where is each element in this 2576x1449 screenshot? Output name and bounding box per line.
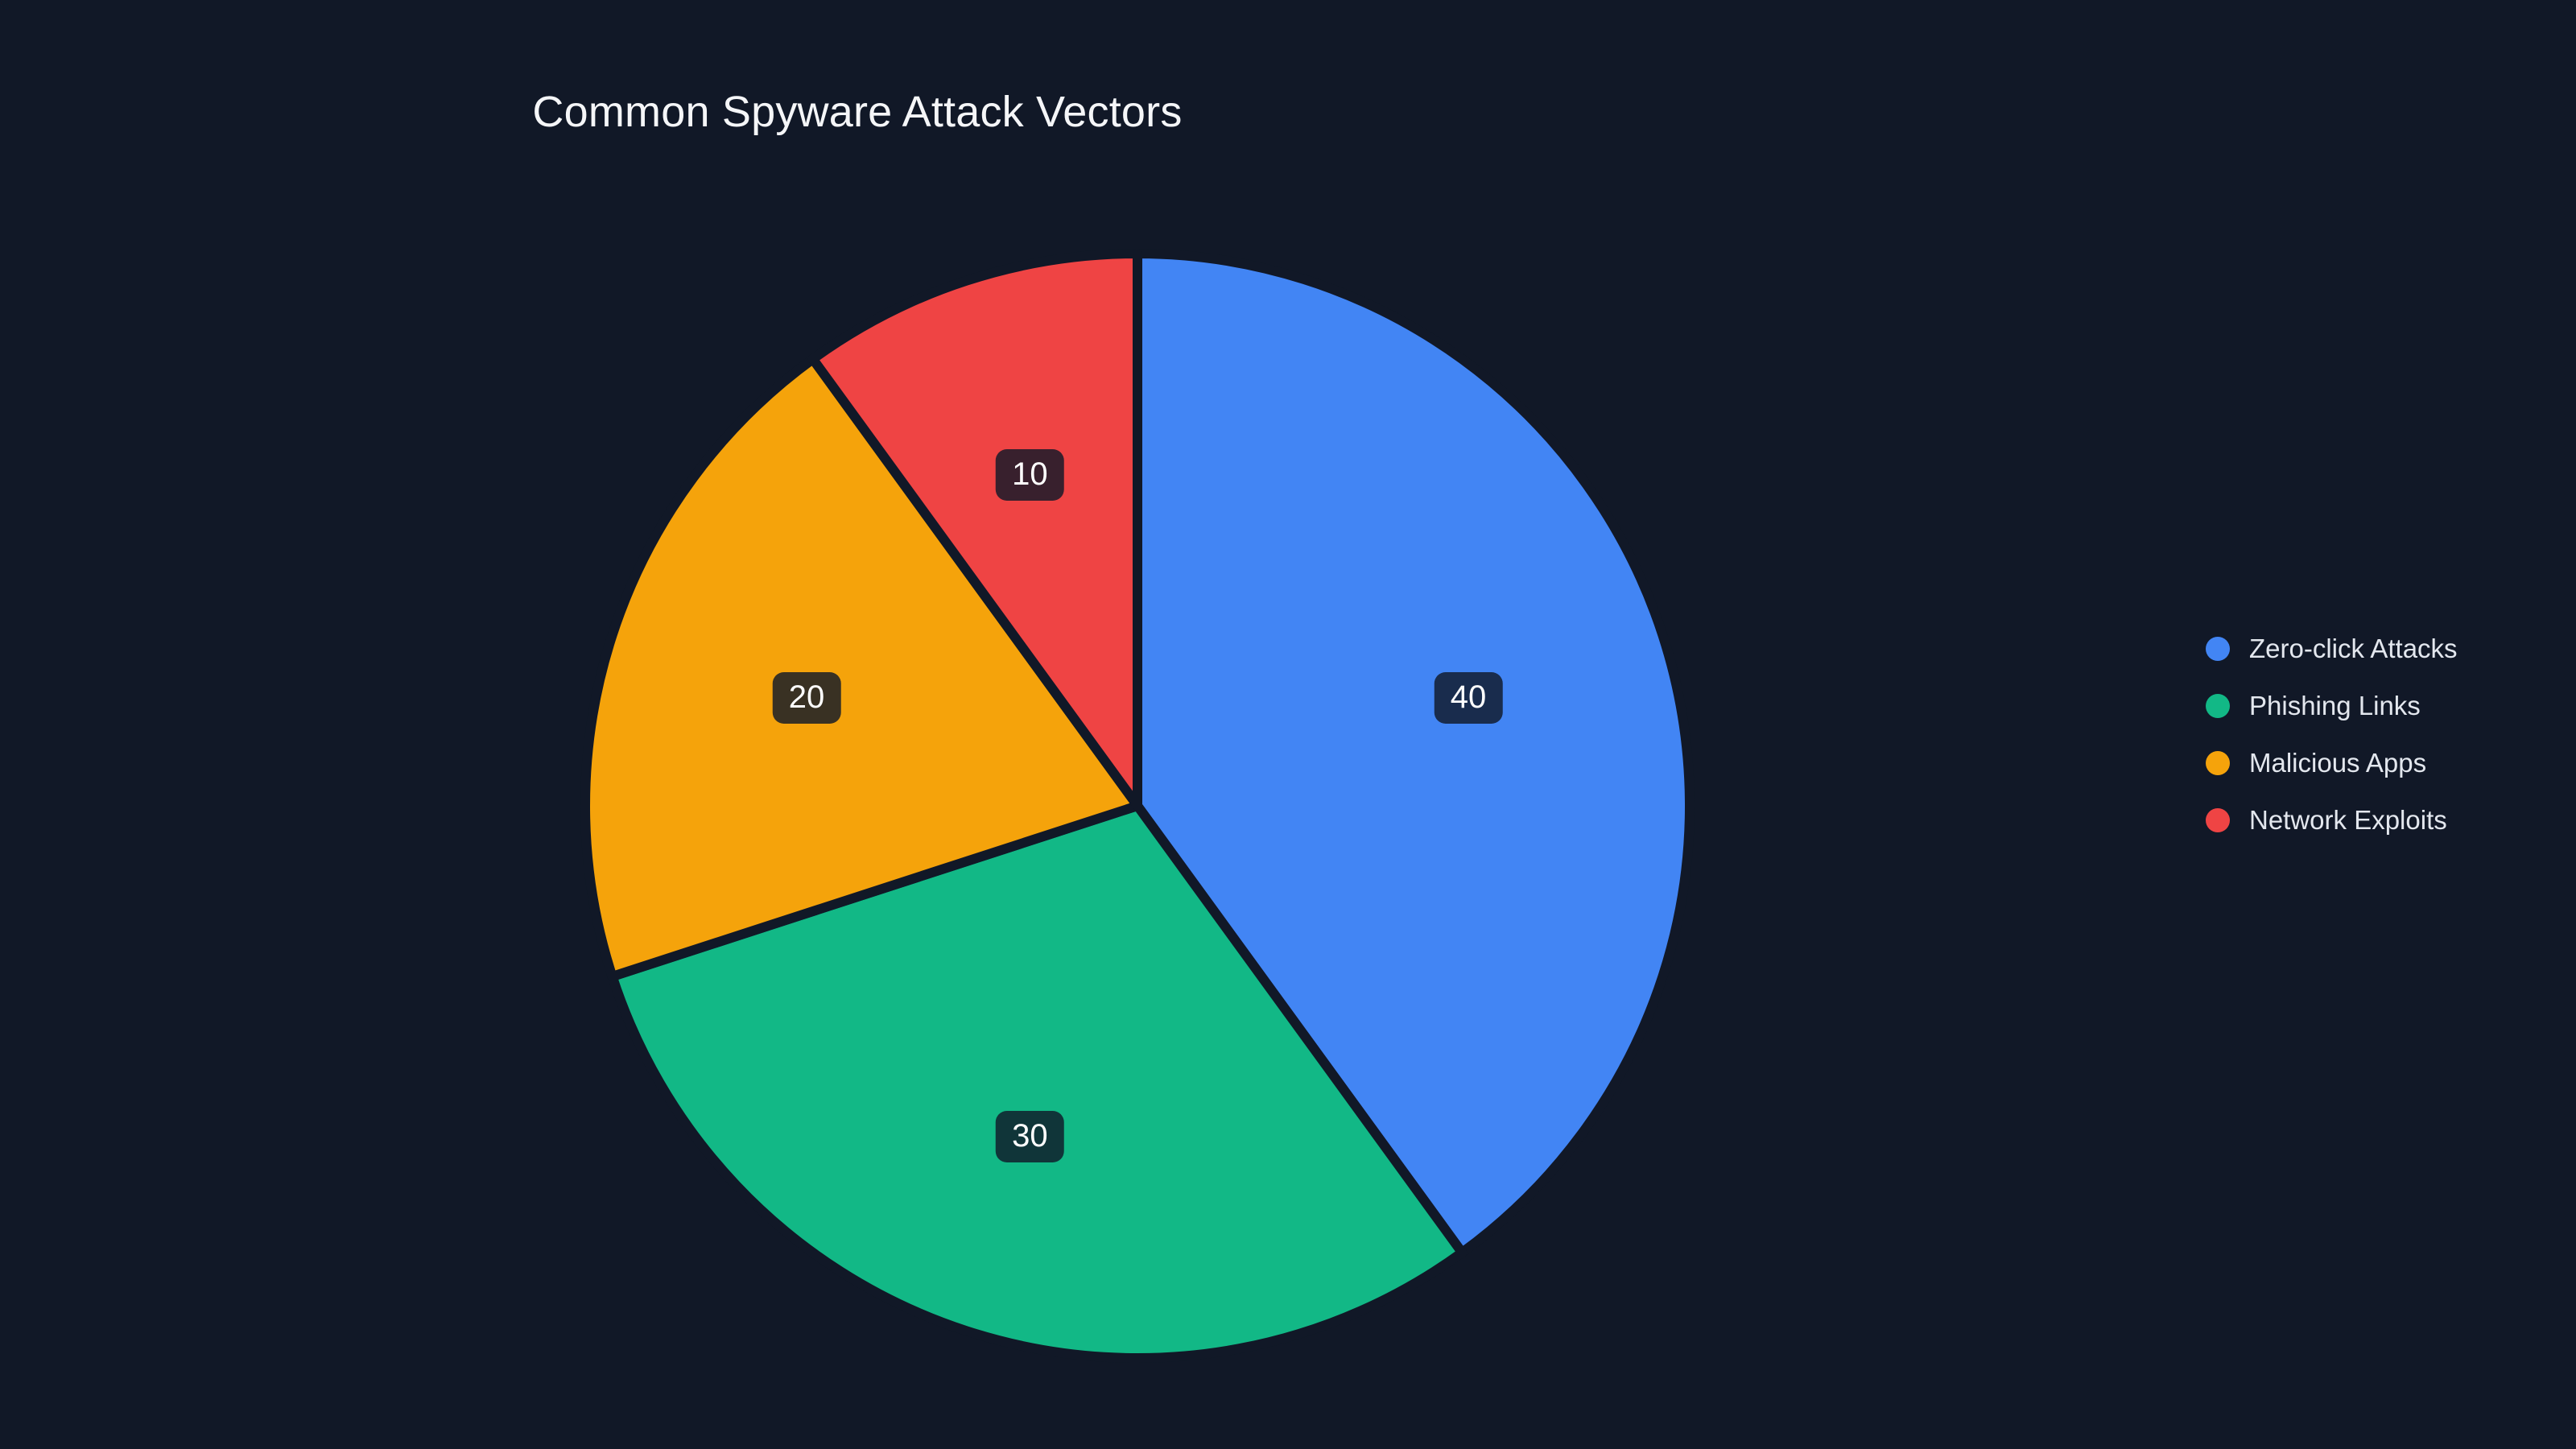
pie-slice[interactable] <box>1133 249 1695 1257</box>
legend-item[interactable]: Phishing Links <box>2206 677 2544 734</box>
legend-swatch-icon <box>2206 807 2230 832</box>
legend-item-label: Zero-click Attacks <box>2249 634 2458 663</box>
slice-value-label: 20 <box>772 672 841 724</box>
legend-item-label: Phishing Links <box>2249 691 2421 720</box>
legend-swatch-icon <box>2206 636 2230 661</box>
legend-item[interactable]: Malicious Apps <box>2206 734 2544 791</box>
pie-slice[interactable] <box>607 801 1468 1364</box>
slice-value-label: 30 <box>996 1111 1064 1162</box>
legend-item-label: Network Exploits <box>2249 805 2447 835</box>
slice-value-label: 40 <box>1434 672 1503 724</box>
chart-legend: Zero-click Attacks Phishing Links Maliciou… <box>2206 620 2544 848</box>
legend-item[interactable]: Network Exploits <box>2206 791 2544 848</box>
legend-item-label: Malicious Apps <box>2249 748 2427 778</box>
slice-value-label: 10 <box>996 449 1064 501</box>
legend-swatch-icon <box>2206 693 2230 718</box>
pie-slice[interactable] <box>807 249 1142 811</box>
chart-title: Common Spyware Attack Vectors <box>532 88 1183 136</box>
pie-slice[interactable] <box>580 354 1142 981</box>
legend-item[interactable]: Zero-click Attacks <box>2206 620 2544 677</box>
legend-swatch-icon <box>2206 750 2230 775</box>
